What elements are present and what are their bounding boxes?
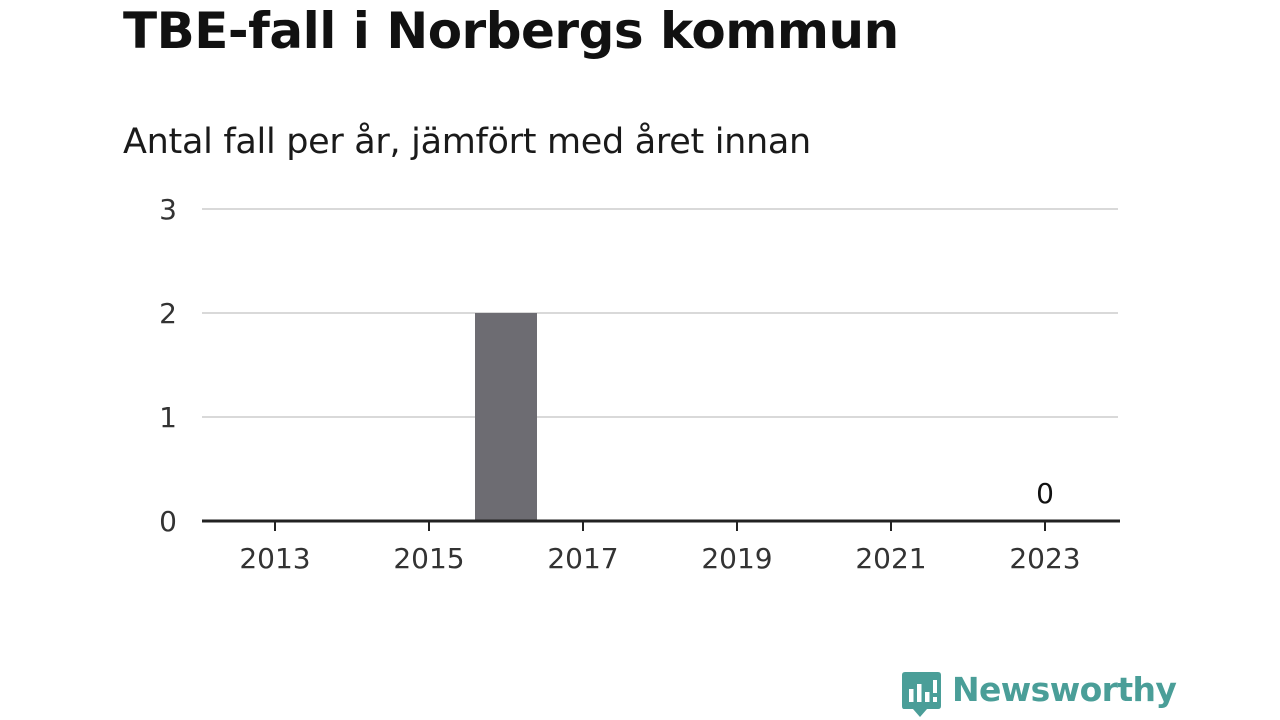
x-tick-label: 2017 [547,542,618,575]
y-tick-label: 0 [159,505,177,538]
x-tick-label: 2019 [701,542,772,575]
chart-title: TBE-fall i Norbergs kommun [123,2,899,60]
chart-subtitle: Antal fall per år, jämfört med året inna… [123,122,811,162]
x-tick-label: 2023 [1009,542,1080,575]
y-tick-label: 1 [159,401,177,434]
x-tick-label: 2021 [855,542,926,575]
brand-name: Newsworthy [952,670,1177,709]
x-tick-label: 2013 [239,542,310,575]
bar-2016 [475,313,537,521]
newsworthy-logo-icon [902,672,941,717]
y-tick-label: 2 [159,297,177,330]
y-tick-label: 3 [159,193,177,226]
data-label: 0 [1036,477,1054,510]
newsworthy-logo: Newsworthy [900,670,1177,720]
x-tick-label: 2015 [393,542,464,575]
